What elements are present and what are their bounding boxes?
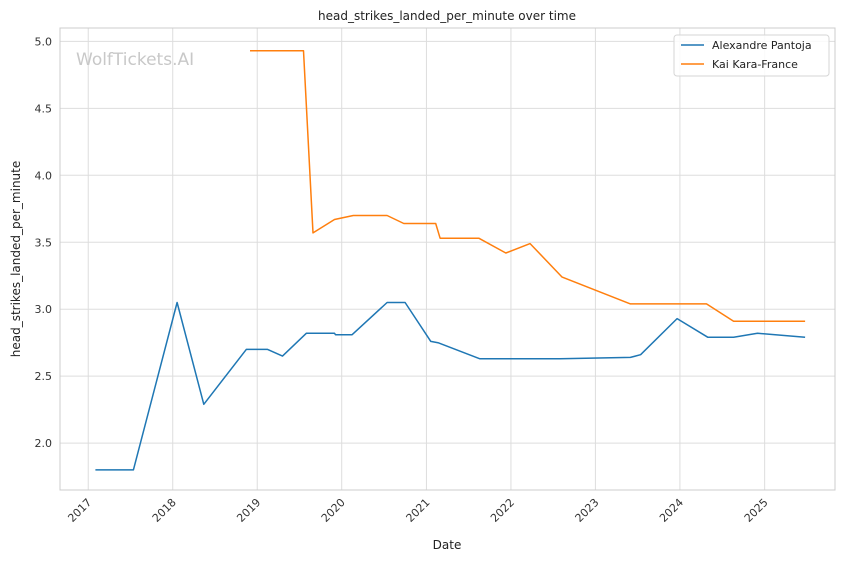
plot-frame [59,27,836,491]
legend: Alexandre Pantoja Kai Kara-France [673,34,830,77]
legend-label-kai-kara-france: Kai Kara-France [712,58,798,71]
grid [60,28,835,490]
y-tick-label: 4.5 [35,102,53,115]
x-axis-label: Date [433,538,462,552]
legend-box [673,34,830,77]
series-line-kai-kara-france [250,50,806,323]
y-tick-label: 3.0 [35,303,53,316]
y-tick-label: 3.5 [35,236,53,249]
y-tick-label: 2.0 [35,437,53,450]
watermark-text: WolfTickets.AI [76,50,194,70]
series-line-alexandre-pantoja [95,301,806,471]
legend-label-alexandre-pantoja: Alexandre Pantoja [712,39,812,52]
y-tick-label: 5.0 [35,35,53,48]
chart-title: head_strikes_landed_per_minute over time [318,9,576,23]
y-tick-label: 4.0 [35,169,53,182]
y-tick-label: 2.5 [35,370,53,383]
y-axis-label: head_strikes_landed_per_minute [9,161,23,358]
series-lines [95,50,806,471]
